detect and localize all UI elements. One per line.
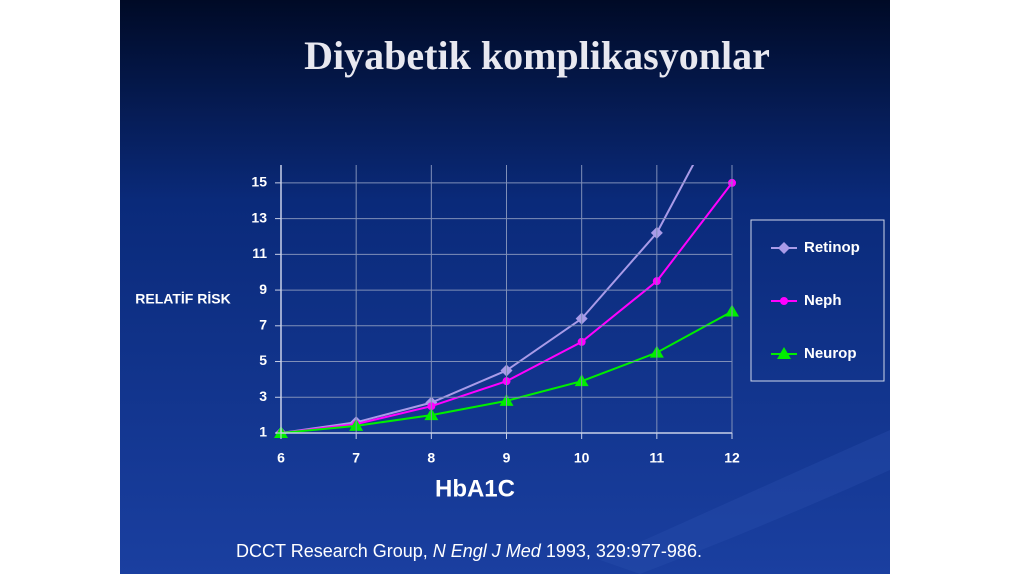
- marker: [780, 297, 788, 305]
- y-tick-label: 9: [259, 281, 267, 297]
- slide-background: [120, 0, 890, 574]
- marker: [777, 347, 791, 359]
- y-tick-label: 11: [252, 245, 267, 261]
- x-tick-label: 12: [724, 450, 740, 466]
- y-tick-label: 13: [251, 209, 267, 225]
- x-tick-label: 11: [649, 450, 664, 466]
- source-part: 1993, 329:977-986.: [541, 541, 702, 561]
- y-tick-label: 7: [259, 317, 267, 333]
- y-tick-label: 15: [251, 174, 267, 190]
- legend-label: Neph: [804, 292, 842, 309]
- chart-title: Diyabetik komplikasyonlar: [304, 33, 770, 78]
- y-tick-label: 5: [259, 352, 267, 368]
- decoration: [600, 430, 890, 574]
- x-tick-label: 7: [352, 450, 360, 466]
- legend-label: Retinop: [804, 239, 860, 256]
- y-tick-label: 1: [259, 424, 267, 440]
- marker: [778, 242, 790, 254]
- source-part: DCCT Research Group,: [236, 541, 433, 561]
- legend-label: Neurop: [804, 345, 857, 362]
- y-tick-label: 3: [259, 388, 267, 404]
- x-tick-label: 9: [503, 450, 511, 466]
- x-axis-label: HbA1C: [435, 475, 515, 502]
- source: DCCT Research Group, N Engl J Med 1993, …: [236, 541, 702, 561]
- x-tick-label: 6: [277, 450, 285, 466]
- y-axis-label: RELATİF RİSK: [135, 291, 230, 307]
- x-tick-label: 8: [427, 450, 435, 466]
- legend-box: [750, 219, 885, 382]
- x-tick-label: 10: [574, 450, 590, 466]
- source-part: N Engl J Med: [433, 541, 542, 561]
